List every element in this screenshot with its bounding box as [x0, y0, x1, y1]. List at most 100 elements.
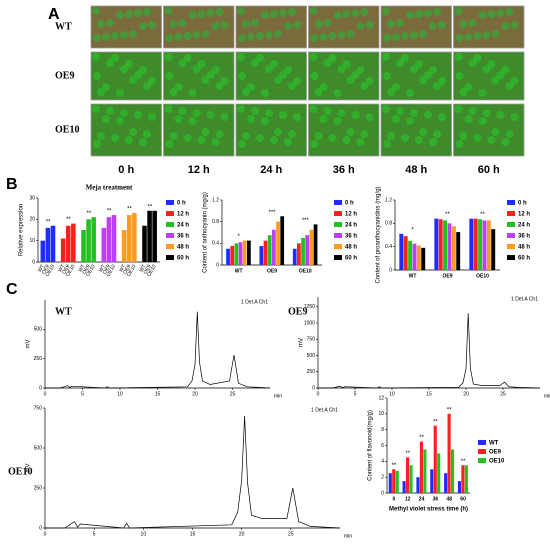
legend-swatch — [507, 222, 515, 227]
y-tick-label: 0.4 — [385, 244, 392, 250]
plant — [396, 59, 404, 67]
plant — [143, 8, 151, 16]
plant — [139, 138, 147, 146]
bar — [421, 247, 426, 270]
y-tick-label: 1000 — [304, 320, 315, 326]
legend-swatch — [334, 255, 342, 260]
annotation: 1 Det.A Ch1 — [311, 407, 338, 413]
plant — [438, 113, 446, 121]
bar — [423, 449, 427, 493]
plant — [242, 88, 250, 96]
plant — [328, 54, 337, 62]
plant — [454, 7, 463, 15]
bar — [469, 218, 474, 270]
plant — [279, 9, 287, 17]
plant — [125, 10, 133, 18]
bar — [247, 240, 251, 265]
bar — [402, 481, 406, 493]
bar — [406, 457, 410, 493]
plant — [116, 117, 124, 125]
x-tick-label: OE10 — [299, 268, 312, 274]
legend-swatch — [166, 222, 174, 227]
plant — [237, 53, 245, 61]
x-tick-label: OE10 — [65, 263, 77, 277]
legend-swatch — [334, 211, 342, 216]
axis — [44, 408, 340, 529]
x-tick-label: 48 — [446, 496, 452, 502]
x-tick-label: 25 — [288, 531, 294, 537]
significance: ** — [419, 435, 424, 441]
bar — [473, 218, 478, 270]
plant — [274, 128, 282, 136]
y-tick-label: 1.2 — [212, 197, 219, 203]
plant — [328, 134, 337, 142]
x-tick-label: OE9 — [61, 263, 71, 275]
y-tick-label: 250 — [34, 485, 43, 491]
bar — [478, 219, 483, 270]
chromatogram — [45, 415, 341, 529]
plant — [438, 77, 446, 85]
row-label: OE10 — [55, 124, 79, 135]
bar — [409, 465, 413, 493]
significance: ** — [127, 207, 132, 213]
axis — [37, 198, 160, 263]
plant — [415, 10, 423, 18]
column-label: 24 h — [260, 164, 282, 176]
bar — [309, 229, 314, 265]
plant — [197, 10, 206, 18]
plant — [134, 111, 142, 119]
x-tick-label: OE10 — [106, 263, 118, 277]
y-tick-label: 0 — [32, 259, 35, 265]
bar — [126, 215, 132, 262]
bar — [437, 453, 441, 493]
x-tick-label: 10 — [141, 531, 147, 537]
x-tick-label: OE9 — [143, 263, 153, 275]
plant — [270, 60, 278, 68]
column-label: 0 h — [118, 164, 134, 176]
x-tick-label: 25 — [500, 391, 506, 397]
plant — [468, 59, 477, 67]
bar — [491, 229, 496, 270]
plant — [242, 20, 250, 28]
plant — [211, 138, 220, 146]
plant — [215, 130, 224, 138]
x-tick-label: 20 — [239, 531, 245, 537]
x-tick-label: OE9 — [267, 268, 277, 274]
plant — [288, 8, 296, 16]
axis — [317, 297, 540, 389]
bar — [451, 226, 456, 270]
bar — [403, 236, 408, 270]
bar — [395, 470, 399, 493]
x-tick-label: WT — [78, 264, 87, 274]
plant — [424, 111, 432, 119]
plant — [478, 11, 487, 19]
plant — [238, 140, 246, 148]
plant — [256, 134, 264, 142]
x-tick-label: WT — [409, 273, 417, 279]
significance: ** — [461, 459, 466, 465]
row-label: WT — [55, 21, 72, 32]
plant — [478, 117, 487, 125]
legend-swatch — [334, 244, 342, 249]
plant — [496, 111, 505, 119]
x-axis-label: min — [274, 393, 282, 399]
plant — [464, 33, 473, 41]
plant — [106, 19, 114, 27]
plant — [468, 19, 477, 27]
bar — [433, 425, 437, 493]
x-tick-label: 24 — [419, 496, 425, 502]
plant — [97, 20, 105, 28]
plant — [501, 22, 510, 30]
legend-swatch — [334, 233, 342, 238]
significance: ** — [445, 212, 450, 218]
plant — [178, 19, 187, 27]
bar — [86, 219, 91, 262]
x-tick-label: 25 — [230, 391, 236, 397]
bar — [132, 212, 137, 262]
plant — [215, 8, 224, 16]
bar — [121, 230, 127, 262]
plant — [148, 77, 156, 85]
plant — [351, 9, 360, 17]
x-tick-label: 5 — [81, 391, 84, 397]
x-tick-label: OE10 — [126, 263, 138, 277]
